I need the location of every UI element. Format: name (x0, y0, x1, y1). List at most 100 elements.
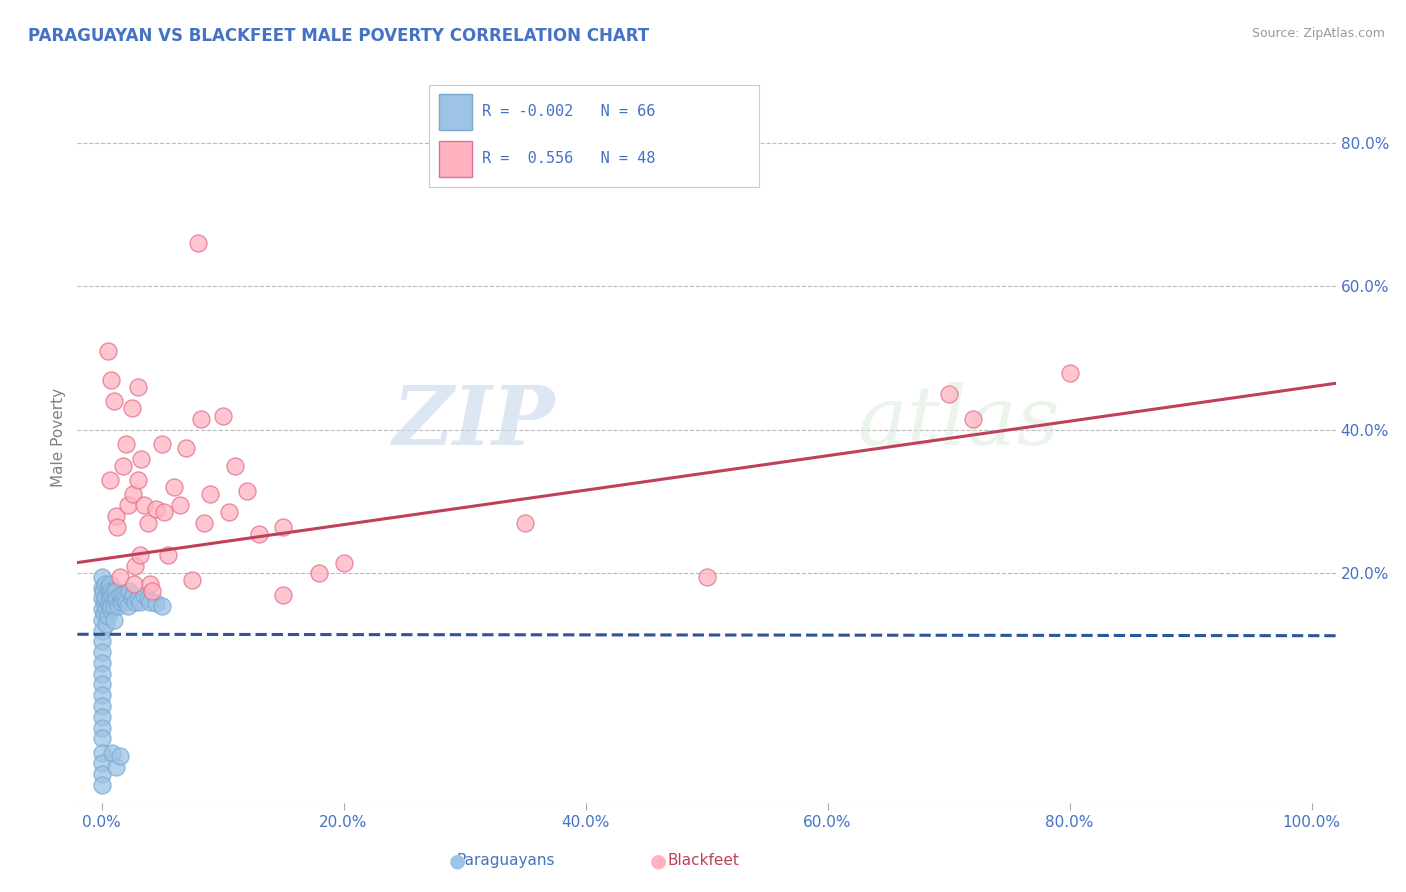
Point (211, 409, 233, 423)
Point (100, 584, 122, 599)
Point (145, 501, 167, 516)
Point (163, 480, 186, 494)
Point (181, 574, 204, 588)
Text: R = -0.002   N = 66: R = -0.002 N = 66 (482, 104, 655, 120)
Point (139, 577, 162, 591)
Point (105, 519, 128, 533)
Point (136, 591, 159, 606)
Point (98, 577, 121, 591)
Point (271, 519, 294, 533)
Point (696, 570, 718, 584)
Point (153, 505, 176, 519)
Point (90, 624, 112, 638)
Point (97, 599, 120, 613)
Point (124, 595, 146, 609)
Point (193, 516, 215, 530)
Point (105, 591, 128, 606)
Point (114, 437, 136, 451)
Point (112, 588, 135, 602)
Point (127, 380, 149, 394)
Point (132, 588, 155, 602)
Point (90, 645, 112, 659)
Point (90, 778, 112, 792)
Point (108, 749, 131, 764)
Point (121, 591, 143, 606)
Point (103, 599, 125, 613)
Point (97, 344, 120, 359)
Point (94, 577, 117, 591)
Point (938, 387, 960, 401)
Text: PARAGUAYAN VS BLACKFEET MALE POVERTY CORRELATION CHART: PARAGUAYAN VS BLACKFEET MALE POVERTY COR… (28, 27, 650, 45)
Point (129, 549, 152, 563)
Point (247, 527, 270, 541)
Point (97, 609, 120, 624)
Text: Paraguayans: Paraguayans (457, 854, 555, 868)
Point (108, 570, 131, 584)
Point (218, 505, 240, 519)
Point (90, 613, 112, 627)
Point (145, 597, 167, 611)
Point (114, 591, 136, 606)
Point (127, 473, 149, 487)
Point (174, 441, 197, 455)
Point (98, 602, 121, 616)
Point (90, 688, 112, 702)
Point (100, 599, 122, 613)
Text: Blackfeet: Blackfeet (666, 854, 740, 868)
Point (150, 437, 173, 451)
Point (1059, 366, 1081, 380)
Point (101, 746, 124, 760)
Point (90, 731, 112, 746)
Point (224, 458, 246, 473)
Point (122, 588, 145, 602)
Point (105, 584, 128, 599)
Point (513, 516, 536, 530)
Text: Source: ZipAtlas.com: Source: ZipAtlas.com (1251, 27, 1385, 40)
Point (127, 591, 149, 606)
Point (129, 595, 152, 609)
Point (100, 373, 122, 387)
Point (97, 584, 120, 599)
Point (122, 577, 145, 591)
Point (101, 588, 124, 602)
Point (150, 599, 173, 613)
Point (332, 556, 354, 570)
FancyBboxPatch shape (439, 141, 472, 177)
Text: ZIP: ZIP (392, 383, 555, 462)
Point (117, 599, 139, 613)
Point (112, 458, 135, 473)
Point (98, 473, 121, 487)
Point (90, 634, 112, 648)
Point (139, 595, 162, 609)
Point (962, 412, 984, 426)
Point (235, 483, 257, 498)
Point (271, 588, 294, 602)
Point (90, 581, 112, 595)
Point (90, 570, 112, 584)
Point (169, 498, 191, 512)
Point (91, 584, 114, 599)
Point (96, 616, 118, 631)
Point (141, 584, 163, 599)
Point (90, 666, 112, 681)
Point (90, 656, 112, 670)
Point (190, 412, 212, 426)
Point (114, 595, 136, 609)
Point (157, 549, 180, 563)
Point (108, 588, 131, 602)
Point (90, 746, 112, 760)
Point (104, 591, 127, 606)
Point (97, 595, 120, 609)
Point (93, 606, 115, 620)
Point (105, 760, 128, 774)
Text: ●: ● (650, 851, 666, 871)
Point (90, 756, 112, 771)
Point (136, 516, 159, 530)
Point (122, 487, 145, 501)
Point (93, 595, 115, 609)
Y-axis label: Male Poverty: Male Poverty (51, 387, 66, 487)
Point (94, 591, 117, 606)
Point (132, 498, 155, 512)
Point (103, 613, 125, 627)
Point (97, 581, 120, 595)
